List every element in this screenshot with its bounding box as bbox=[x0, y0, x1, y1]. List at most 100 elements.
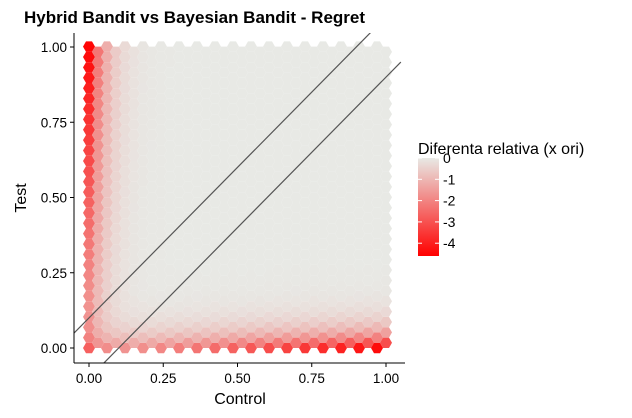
hex-cell bbox=[236, 244, 248, 255]
hex-cell bbox=[200, 327, 212, 338]
hex-cell bbox=[137, 280, 149, 291]
hex-cell bbox=[200, 119, 212, 130]
hex-cell bbox=[254, 67, 266, 78]
hex-cell bbox=[344, 171, 356, 182]
hex-cell bbox=[218, 327, 230, 338]
hex-cell bbox=[146, 223, 158, 234]
hex-cell bbox=[209, 134, 221, 146]
hex-cell bbox=[353, 124, 365, 135]
hex-cell bbox=[92, 171, 104, 182]
hex-cell bbox=[119, 311, 131, 323]
hex-cell bbox=[101, 145, 113, 156]
hex-cell bbox=[236, 119, 248, 130]
hex-cell bbox=[236, 67, 248, 78]
hex-cell bbox=[182, 306, 194, 317]
hex-cell bbox=[200, 67, 212, 78]
hex-cell bbox=[245, 218, 257, 229]
hex-cell bbox=[362, 264, 374, 276]
hex-cell bbox=[326, 119, 338, 130]
hex-cell bbox=[299, 62, 311, 73]
hex-cell bbox=[353, 270, 365, 281]
hex-cell bbox=[218, 171, 230, 182]
hex-cell bbox=[335, 218, 347, 229]
hex-cell bbox=[128, 306, 140, 317]
hex-cell bbox=[200, 98, 212, 109]
hex-cell bbox=[371, 72, 383, 83]
hex-cell bbox=[353, 155, 365, 167]
hex-cell bbox=[209, 301, 221, 312]
hex-cell bbox=[272, 108, 284, 120]
hex-cell bbox=[245, 186, 257, 198]
hex-cell bbox=[92, 275, 104, 286]
hex-cell bbox=[146, 212, 158, 224]
hex-cell bbox=[308, 285, 320, 297]
hex-cell bbox=[290, 181, 302, 193]
hex-cell bbox=[344, 77, 356, 89]
hex-cell bbox=[245, 166, 257, 177]
hex-cell bbox=[362, 212, 374, 224]
x-tick-label: 0.25 bbox=[150, 371, 176, 386]
hex-cell bbox=[326, 327, 338, 338]
hex-cell bbox=[200, 264, 212, 276]
hex-cell bbox=[83, 197, 95, 208]
hex-cell bbox=[299, 145, 311, 156]
hex-cell bbox=[218, 119, 230, 130]
hex-cell bbox=[173, 249, 185, 260]
hex-cell bbox=[335, 186, 347, 198]
hex-cell bbox=[110, 327, 122, 338]
hex-cell bbox=[209, 62, 221, 73]
hex-cell bbox=[83, 218, 95, 229]
hex-cell bbox=[191, 207, 203, 219]
hex-cell bbox=[164, 140, 176, 151]
hex-cell bbox=[263, 51, 275, 63]
hex-cell bbox=[155, 166, 167, 177]
hex-cell bbox=[263, 103, 275, 115]
hex-cell bbox=[173, 197, 185, 208]
hex-cell bbox=[272, 46, 284, 58]
hex-cell bbox=[146, 98, 158, 109]
hex-cell bbox=[227, 270, 239, 281]
hex-cell bbox=[182, 192, 194, 203]
hex-cell bbox=[245, 228, 257, 239]
hex-cell bbox=[119, 62, 131, 73]
hex-cell bbox=[110, 98, 122, 109]
hex-cell bbox=[218, 223, 230, 234]
hex-cell bbox=[191, 301, 203, 312]
hex-cell bbox=[173, 218, 185, 229]
hex-cell bbox=[128, 129, 140, 141]
hex-cell bbox=[335, 103, 347, 115]
legend-colorbar bbox=[418, 158, 439, 256]
hex-cell bbox=[254, 296, 266, 307]
hex-cell bbox=[83, 259, 95, 271]
hex-cell bbox=[308, 254, 320, 265]
hex-cell bbox=[308, 46, 320, 58]
hex-cell bbox=[128, 296, 140, 307]
hex-cell bbox=[173, 134, 185, 146]
hex-cell bbox=[164, 337, 176, 348]
hex-cell bbox=[146, 244, 158, 255]
hex-cell bbox=[155, 259, 167, 271]
hex-cell bbox=[254, 244, 266, 255]
hex-cell bbox=[308, 98, 320, 109]
hex-cell bbox=[227, 342, 239, 354]
hex-cell bbox=[182, 140, 194, 151]
hex-cell bbox=[92, 160, 104, 172]
hex-cell bbox=[308, 233, 320, 245]
hex-cell bbox=[119, 124, 131, 135]
hex-cell bbox=[128, 108, 140, 120]
hex-cell bbox=[173, 259, 185, 271]
hex-cell bbox=[281, 114, 293, 125]
hex-cell bbox=[344, 192, 356, 203]
hex-cell bbox=[119, 41, 131, 52]
hex-cell bbox=[191, 228, 203, 239]
hex-cell bbox=[245, 134, 257, 146]
hex-cell bbox=[335, 41, 347, 52]
hex-cell bbox=[272, 244, 284, 255]
hex-cell bbox=[218, 254, 230, 265]
hex-cell bbox=[173, 186, 185, 198]
hex-cell bbox=[101, 186, 113, 198]
hex-cell bbox=[83, 51, 95, 63]
hex-cell bbox=[191, 166, 203, 177]
hex-cell bbox=[290, 275, 302, 286]
hex-cell bbox=[182, 98, 194, 109]
